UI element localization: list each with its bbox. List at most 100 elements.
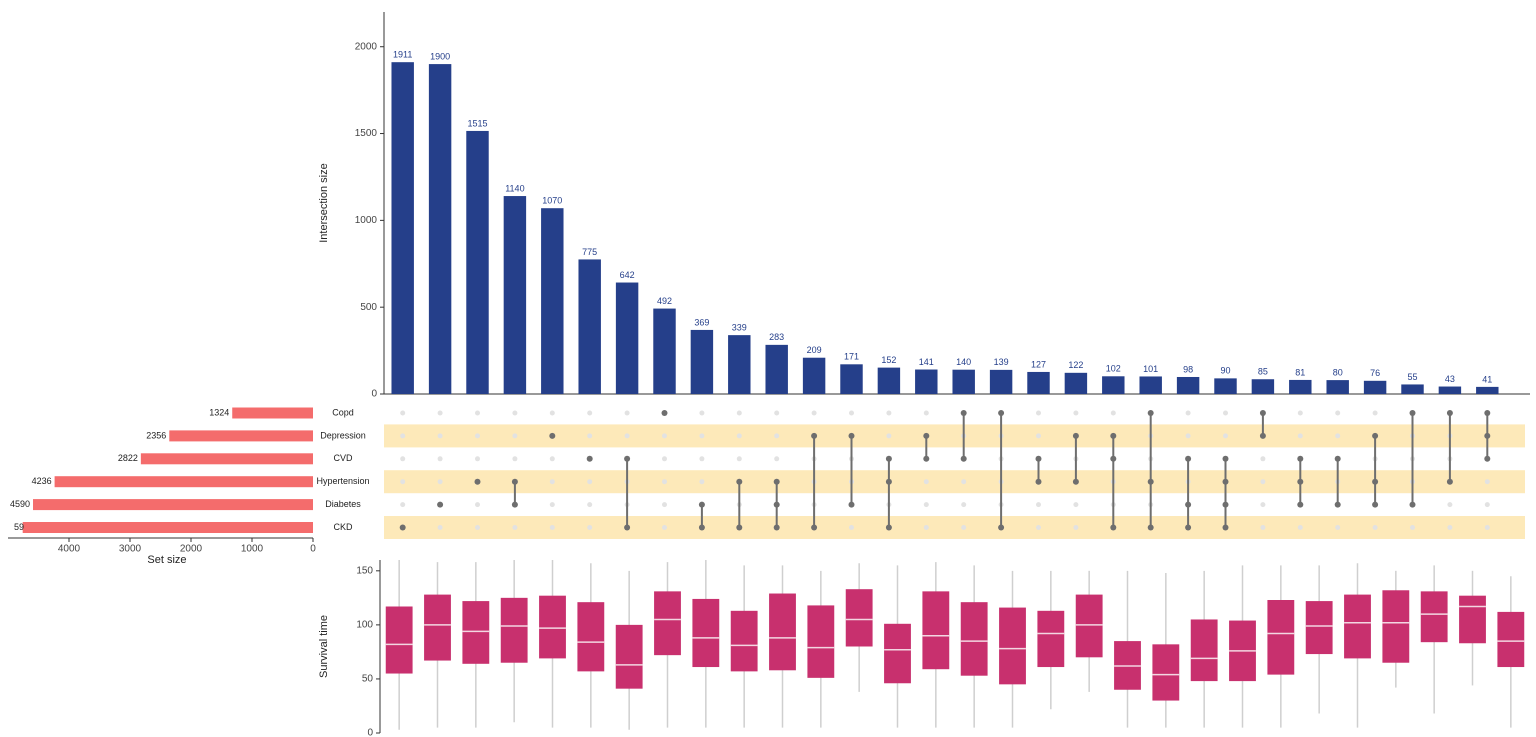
matrix-dot	[1297, 478, 1304, 485]
matrix-dot-empty	[400, 410, 406, 416]
matrix-dot	[1147, 478, 1154, 485]
matrix-dot-empty	[1297, 410, 1303, 416]
matrix-dot	[511, 501, 518, 508]
matrix-dot	[437, 501, 444, 508]
bar	[877, 367, 901, 394]
box	[462, 601, 490, 664]
bar-value-label: 1515	[467, 118, 487, 128]
matrix-dot-empty	[1484, 525, 1490, 530]
set-value-label: 1324	[209, 407, 229, 417]
matrix-dot	[624, 455, 631, 462]
matrix-stripe	[384, 424, 1525, 448]
matrix-dot-empty	[512, 410, 518, 416]
matrix-dot	[848, 501, 855, 508]
matrix-dot-empty	[811, 410, 817, 416]
matrix-dot-empty	[437, 525, 443, 530]
matrix-dot-empty	[1410, 525, 1415, 530]
matrix-dot	[624, 524, 631, 531]
matrix-dot-empty	[662, 525, 667, 530]
matrix-dot	[923, 432, 930, 439]
box	[884, 623, 911, 684]
y-tick-label: 2000	[355, 41, 378, 52]
bar	[1401, 384, 1424, 394]
matrix-dot-empty	[475, 502, 480, 508]
bar-value-label: 122	[1068, 360, 1083, 370]
bar	[503, 196, 527, 394]
matrix-dot-empty	[475, 525, 480, 530]
matrix-dot	[698, 501, 705, 508]
bar	[428, 64, 452, 394]
matrix-dot-empty	[512, 456, 518, 462]
matrix-dot	[1484, 455, 1491, 462]
bar-value-label: 85	[1258, 367, 1268, 377]
y-tick-label: 50	[362, 674, 374, 685]
matrix-dot-empty	[662, 456, 667, 462]
matrix-dot-empty	[549, 525, 555, 530]
matrix-dot-empty	[1260, 525, 1266, 530]
bar	[653, 308, 676, 394]
bar-value-label: 1900	[430, 51, 450, 61]
set-bar	[33, 499, 313, 511]
matrix-dot	[399, 524, 406, 531]
matrix-dot	[1484, 410, 1491, 416]
matrix-dot-empty	[961, 479, 967, 485]
matrix-dot	[811, 432, 818, 439]
x-axis-label: Set size	[147, 554, 186, 566]
bar-value-label: 55	[1407, 372, 1417, 382]
bar	[1251, 379, 1275, 394]
y-tick-label: 1000	[355, 215, 378, 226]
bar	[802, 357, 826, 394]
matrix-dot-empty	[1335, 410, 1341, 416]
box	[807, 605, 835, 678]
box	[1459, 595, 1486, 644]
matrix-dot-empty	[849, 410, 854, 416]
y-axis-label: Survival time	[318, 615, 330, 678]
bar	[952, 369, 975, 394]
matrix-dot	[773, 524, 780, 531]
box	[1152, 644, 1180, 701]
matrix-dot	[1334, 455, 1341, 462]
matrix-dot-empty	[587, 525, 593, 530]
box	[999, 607, 1026, 685]
matrix-dot-empty	[1036, 410, 1041, 416]
set-name: CKD	[333, 522, 353, 532]
bar	[1363, 380, 1387, 394]
matrix-dot-empty	[1036, 433, 1041, 439]
y-tick-label: 1500	[355, 128, 378, 139]
matrix-dot	[1297, 455, 1304, 462]
matrix-dot	[1185, 524, 1192, 531]
bar	[989, 369, 1013, 394]
bar	[765, 344, 788, 394]
set-bar	[169, 430, 313, 442]
matrix-dot-empty	[400, 456, 406, 462]
set-name: Hypertension	[316, 476, 369, 486]
matrix-dot	[848, 432, 855, 439]
matrix-dot-empty	[475, 456, 480, 462]
matrix-dot	[1147, 524, 1154, 531]
matrix-dot	[773, 501, 780, 508]
y-tick-label: 150	[356, 565, 373, 576]
matrix-dot-empty	[774, 410, 780, 416]
bar	[391, 62, 414, 394]
matrix-dot	[1222, 501, 1229, 508]
matrix-dot-empty	[1185, 410, 1191, 416]
set-value-label: 2822	[118, 453, 138, 463]
box	[615, 624, 643, 689]
matrix-dot-empty	[1484, 479, 1490, 485]
box	[577, 602, 605, 672]
box	[1190, 619, 1218, 682]
matrix-dot	[1484, 432, 1491, 439]
matrix-dot	[1110, 432, 1117, 439]
bar-value-label: 76	[1370, 368, 1380, 378]
bar-value-label: 209	[807, 345, 822, 355]
matrix-dot-empty	[1223, 433, 1228, 439]
bar-value-label: 102	[1106, 364, 1121, 374]
set-bar	[54, 476, 313, 488]
set-name: Diabetes	[325, 499, 361, 509]
matrix-dot	[1259, 410, 1266, 416]
matrix-dot	[998, 524, 1005, 531]
matrix-dot-empty	[1185, 433, 1191, 439]
matrix-dot	[960, 455, 967, 462]
matrix-dot	[1222, 455, 1229, 462]
x-tick-label: 3000	[119, 544, 142, 555]
